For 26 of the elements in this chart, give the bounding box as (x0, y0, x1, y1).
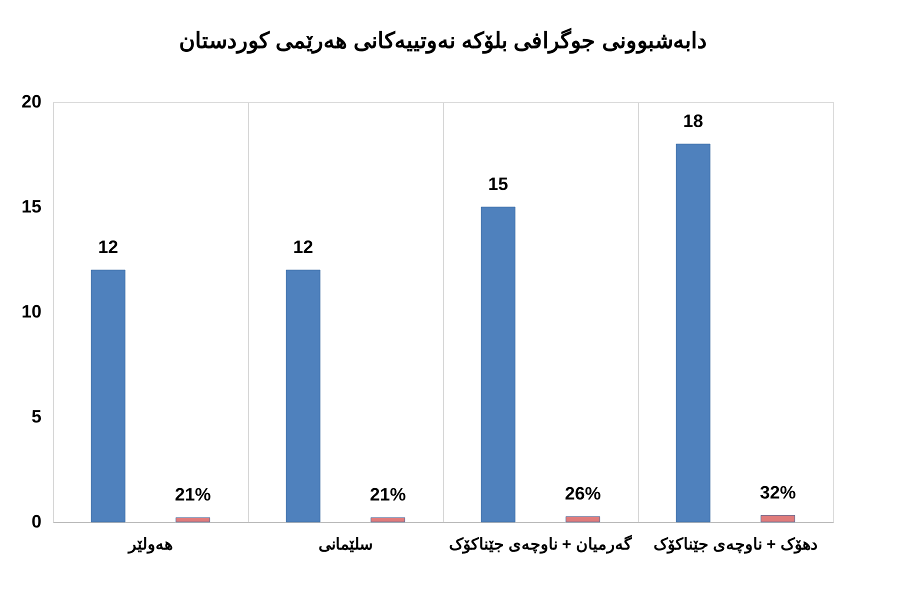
x-tick-label: هەولێر (128, 536, 172, 554)
bar (566, 516, 600, 522)
data-label: 21% (174, 484, 211, 505)
bar (760, 515, 796, 522)
bar (176, 517, 210, 522)
x-tick-label: دهۆک + ناوچەی جێناکۆک (654, 536, 818, 554)
bar (480, 206, 516, 522)
data-label: 15 (488, 174, 508, 194)
y-tick-label: 0 (31, 512, 42, 532)
data-label: 21% (370, 484, 406, 505)
bar (90, 270, 126, 522)
data-label: 12 (293, 237, 314, 257)
data-label: 32% (760, 482, 796, 502)
chart-title: دابەشبوونی جوگرافی بلۆکە نەوتییەکانی هەرێمی کوردستان (179, 27, 707, 54)
x-tick-label: گەرمیان + ناوچەی جێناکۆک (449, 534, 632, 554)
y-tick-label: 5 (31, 406, 42, 426)
data-label: 26% (564, 484, 601, 504)
x-tick-label: سلێمانی (318, 536, 372, 554)
y-tick-label: 20 (21, 92, 42, 112)
y-tick-label: 15 (21, 196, 42, 216)
bar (370, 517, 406, 522)
y-tick-label: 10 (21, 302, 42, 322)
bar (676, 144, 710, 522)
data-label: 18 (683, 111, 704, 131)
bar (286, 270, 320, 522)
data-label: 12 (98, 237, 118, 257)
